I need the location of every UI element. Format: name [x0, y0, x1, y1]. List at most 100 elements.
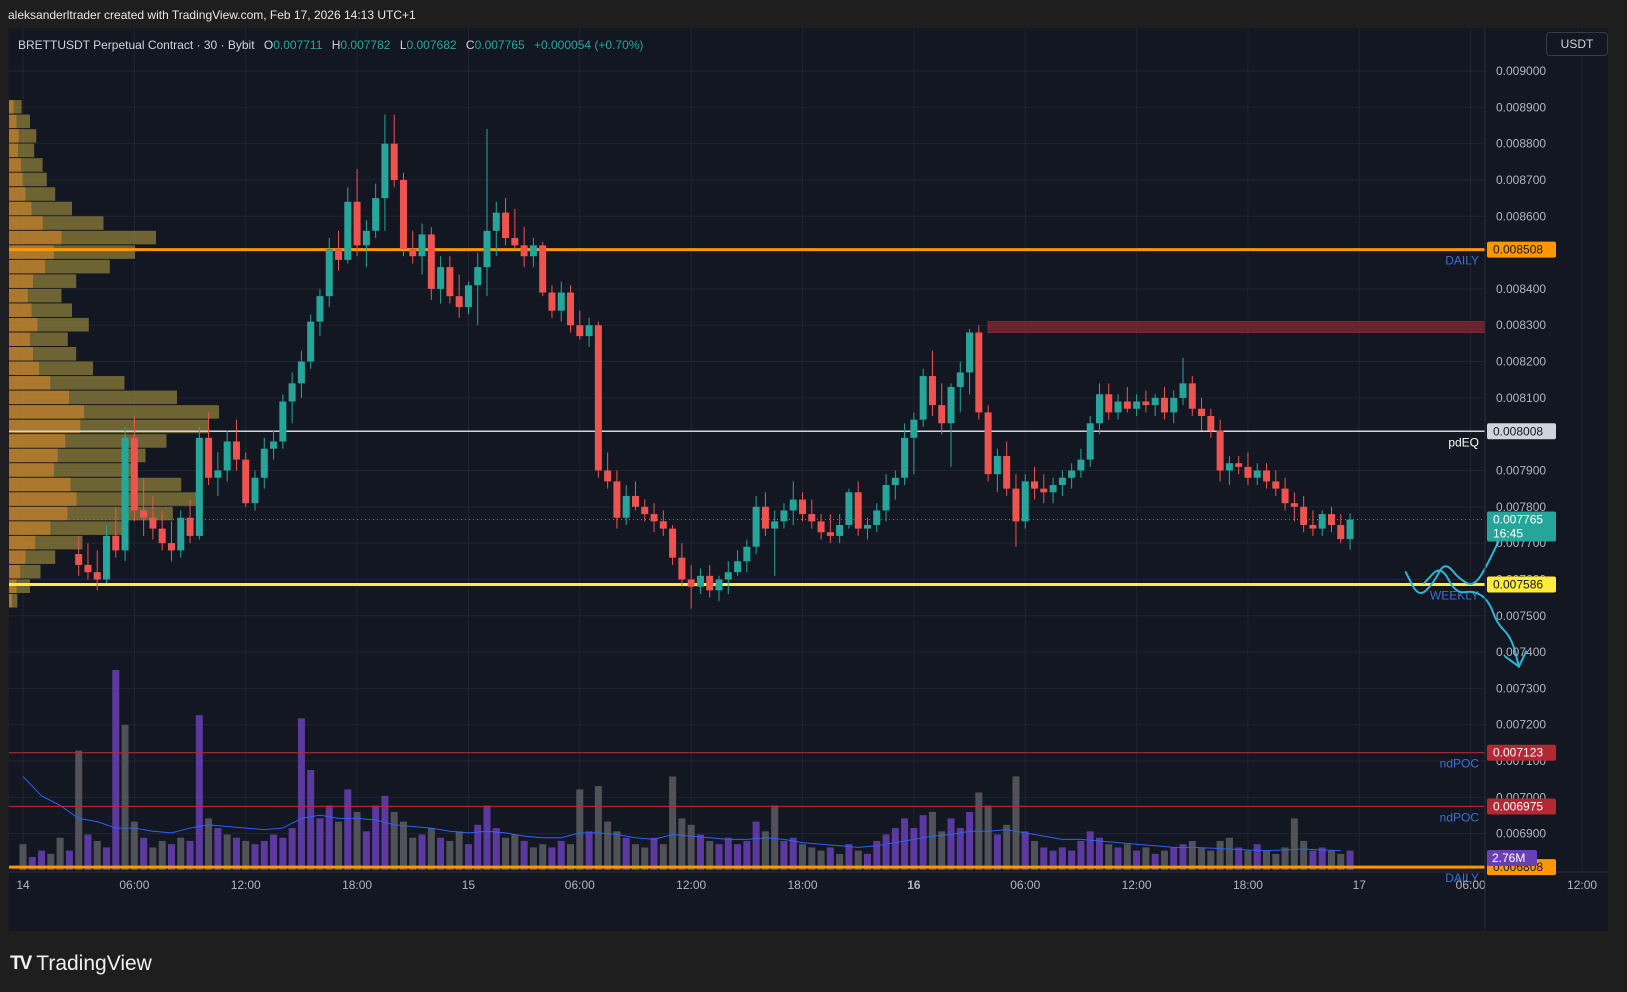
- time-tick-label: 18:00: [788, 878, 818, 892]
- candle-down: [548, 292, 556, 311]
- volume-bar: [1031, 840, 1039, 870]
- candle-down: [1012, 488, 1020, 522]
- candle-down: [761, 506, 769, 529]
- candle-down: [826, 532, 834, 536]
- candle-down: [1142, 401, 1150, 406]
- candle-up: [993, 455, 1001, 475]
- volume-bar: [418, 834, 426, 870]
- candle-down: [186, 517, 194, 536]
- candle-down: [631, 495, 639, 507]
- level-label-weekly: WEEKLY: [1430, 589, 1479, 603]
- volume-bar: [1077, 840, 1085, 870]
- tradingview-logo[interactable]: TV TradingView: [10, 952, 152, 976]
- open-label: O: [263, 38, 274, 52]
- volume-profile-value-area: [9, 201, 32, 216]
- volume-bar: [195, 715, 203, 870]
- candle-up: [882, 485, 890, 511]
- volume-bar: [390, 811, 398, 870]
- candle-up: [585, 325, 593, 337]
- candle-up: [910, 419, 918, 438]
- candle-up: [483, 230, 491, 268]
- volume-bar: [669, 776, 677, 870]
- current-price-badge: [1487, 511, 1556, 542]
- time-tick-label: 12:00: [1122, 878, 1152, 892]
- volume-profile: [9, 100, 219, 608]
- volume-profile-value-area: [9, 172, 23, 187]
- currency-button[interactable]: USDT: [1546, 32, 1608, 56]
- chart-panel[interactable]: DAILY pdEQ WEEKLY ndPOC ndPOC DAILY 0.009000 0…: [9, 28, 1608, 931]
- time-tick-label: 18:00: [1233, 878, 1263, 892]
- volume-bar: [966, 811, 974, 870]
- volume-bar: [437, 837, 445, 870]
- volume-bar: [409, 837, 417, 870]
- candle-down: [1272, 481, 1280, 489]
- volume-bar: [557, 840, 565, 870]
- price-badge-text: 0.008008: [1493, 424, 1543, 438]
- candle-down: [502, 212, 510, 239]
- volume-profile-value-area: [9, 100, 14, 114]
- price-badge-ndpoc: [1487, 744, 1556, 761]
- volume-bar: [817, 850, 825, 870]
- volume-bar: [567, 844, 575, 870]
- volume-bar: [56, 837, 64, 870]
- price-tick-label: 0.008200: [1496, 355, 1546, 369]
- candle-down: [817, 521, 825, 533]
- volume-profile-value-area: [9, 361, 39, 376]
- candle-up: [1086, 423, 1094, 460]
- time-tick-label: 17: [1353, 878, 1367, 892]
- volume-bar: [1151, 853, 1159, 870]
- candle-down: [140, 510, 148, 518]
- volume-bar: [372, 805, 380, 870]
- volume-profile-value-area: [9, 274, 33, 288]
- price-tick-label: 0.008100: [1496, 391, 1546, 405]
- volume-bar: [863, 853, 871, 870]
- volume-bar: [214, 828, 222, 870]
- volume-bar: [1012, 776, 1020, 870]
- volume-bar: [631, 844, 639, 870]
- level-label-daily: DAILY: [1445, 254, 1479, 268]
- volume-bar: [520, 840, 528, 870]
- volume-bar: [75, 750, 83, 870]
- volume-bar: [548, 847, 556, 870]
- candle-up: [270, 441, 278, 449]
- candle-up: [362, 230, 370, 246]
- volume-profile-value-area: [9, 419, 81, 434]
- volume-profile-value-area: [9, 463, 54, 477]
- volume-bar: [1309, 850, 1317, 870]
- price-chart[interactable]: DAILY pdEQ WEEKLY ndPOC ndPOC DAILY 0.009000 0…: [9, 28, 1608, 931]
- volume-profile-value-area: [9, 535, 36, 550]
- candle-up: [437, 267, 445, 289]
- candle-up: [279, 401, 287, 442]
- candle-up: [288, 383, 296, 402]
- volume-bar: [307, 770, 315, 870]
- candle-down: [1244, 466, 1252, 478]
- volume-bar: [1300, 840, 1308, 870]
- candle-down: [659, 521, 667, 529]
- volume-bar: [93, 840, 101, 870]
- candle-down: [335, 248, 343, 260]
- level-lines: DAILY pdEQ WEEKLY ndPOC ndPOC DAILY: [9, 248, 1485, 885]
- candle-up: [474, 267, 482, 286]
- volume-bar: [121, 724, 129, 870]
- candle-down: [678, 557, 686, 580]
- candle-down: [93, 572, 101, 580]
- volume-bar: [836, 853, 844, 870]
- volume-bar: [427, 828, 435, 870]
- candle-down: [1300, 506, 1308, 525]
- projection-path: [1423, 569, 1520, 668]
- change-value: +0.000054 (+0.70%): [533, 38, 644, 52]
- volume-profile-value-area: [9, 216, 43, 230]
- candle-up: [1077, 459, 1085, 471]
- volume-bar: [1068, 850, 1076, 870]
- volume-bar: [1253, 844, 1261, 870]
- current-price-text: 0.007765: [1493, 513, 1543, 527]
- volume-bar: [502, 837, 510, 870]
- volume-bar: [1207, 850, 1215, 870]
- volume-bar: [1170, 847, 1178, 870]
- volume-bar: [734, 844, 742, 870]
- time-tick-label: 12:00: [231, 878, 261, 892]
- candle-up: [836, 524, 844, 536]
- candle-up: [260, 448, 268, 478]
- candle-down: [242, 459, 250, 504]
- time-tick-label: 06:00: [119, 878, 149, 892]
